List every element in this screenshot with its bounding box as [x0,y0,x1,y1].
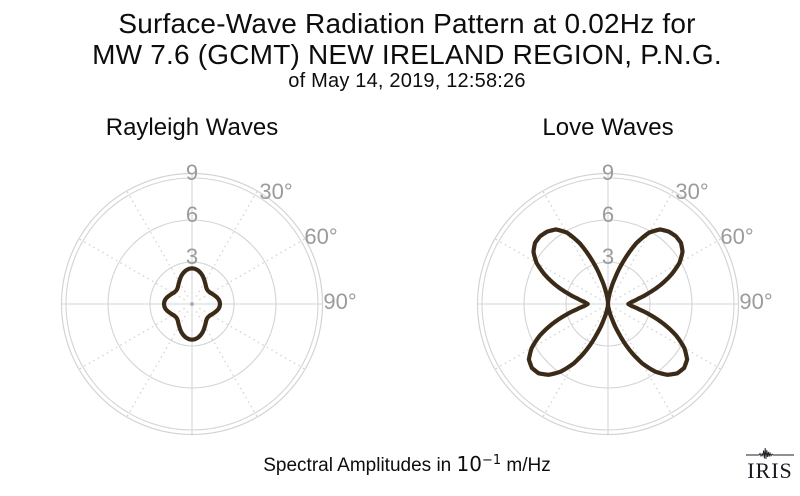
angle-tick-label-30: 30° [259,179,293,204]
figure-title-line1: Surface-Wave Radiation Pattern at 0.02Hz… [118,8,696,39]
iris-logo-text: IRIS [747,458,793,483]
angle-tick-label-90: 90° [323,289,357,314]
radial-tick-label-6: 6 [185,202,199,227]
radial-tick-label-3: 3 [601,244,615,269]
rayleigh-polar-plot: 3 6 9 30° 60° 90° [42,154,357,454]
caption-base: 10 [456,452,482,476]
rayleigh-polar-canvas [60,172,324,436]
love-polar-canvas [476,172,740,436]
caption-prefix: Spectral Amplitudes in [263,455,452,476]
radial-tick-label-9: 9 [185,160,199,185]
figure-subtitle-datetime: of May 14, 2019, 12:58:26 [288,70,526,92]
figure-title-line2: MW 7.6 (GCMT) NEW IRELAND REGION, P.N.G. [92,39,722,70]
amplitude-units-caption: Spectral Amplitudes in 10−1 m/Hz [263,452,551,477]
seismogram-icon [746,447,794,460]
angle-tick-label-60: 60° [720,224,754,249]
love-polar-plot: 3 6 9 30° 60° 90° [458,154,773,454]
angle-tick-label-60: 60° [304,224,338,249]
radial-tick-label-3: 3 [185,244,199,269]
rayleigh-plot-title: Rayleigh Waves [105,114,279,141]
love-plot-title: Love Waves [542,114,674,141]
radial-tick-label-9: 9 [601,160,615,185]
caption-unit: m/Hz [506,455,551,476]
caption-power-of-ten: 10−1 [457,452,502,476]
caption-exponent: −1 [481,453,502,468]
radial-tick-label-6: 6 [601,202,615,227]
angle-tick-label-90: 90° [739,289,773,314]
iris-logo: IRIS [742,447,798,483]
angle-tick-label-30: 30° [675,179,709,204]
